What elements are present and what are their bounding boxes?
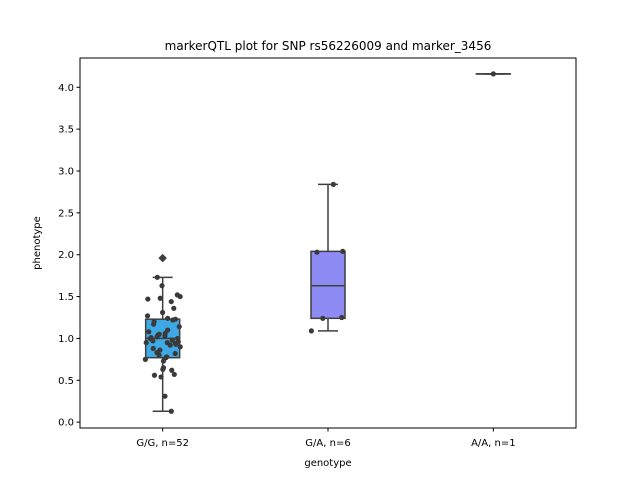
x-tick-label: G/G, n=52	[136, 438, 189, 449]
data-point	[162, 393, 168, 399]
data-point	[151, 372, 158, 378]
y-axis-label: phenotype	[32, 216, 43, 270]
data-point	[151, 319, 157, 325]
strip-group	[142, 274, 183, 414]
data-point	[144, 313, 151, 319]
outlier-point	[158, 253, 168, 263]
data-point	[142, 356, 148, 362]
data-point	[158, 374, 164, 380]
data-point	[340, 248, 346, 254]
x-axis: G/G, n=52 G/A, n=6 A/A, n=1	[136, 428, 516, 449]
data-point	[157, 347, 163, 353]
data-point	[308, 328, 314, 334]
data-point	[172, 350, 178, 357]
data-point	[165, 315, 171, 321]
data-point	[159, 283, 165, 289]
data-point	[174, 292, 180, 298]
data-point	[165, 327, 171, 333]
data-point	[171, 371, 177, 378]
y-tick-label: 2.5	[58, 208, 74, 219]
data-point	[169, 367, 175, 373]
data-point	[148, 334, 154, 341]
strip-group	[490, 71, 496, 77]
data-point	[168, 408, 174, 414]
y-tick-label: 0.0	[58, 418, 74, 429]
data-point	[171, 305, 177, 311]
box-group	[310, 183, 346, 332]
y-tick-label: 1.5	[58, 292, 74, 303]
data-point	[490, 71, 496, 77]
data-point	[160, 365, 167, 371]
box-iqr	[310, 250, 346, 320]
data-point	[330, 181, 336, 188]
data-point	[314, 249, 320, 255]
data-point	[177, 344, 183, 350]
data-point	[174, 335, 181, 342]
data-point	[143, 340, 149, 346]
data-point	[339, 314, 345, 321]
data-point	[164, 354, 170, 360]
data-point	[320, 315, 326, 321]
chart-title: markerQTL plot for SNP rs56226009 and ma…	[165, 39, 492, 53]
x-tick-label: A/A, n=1	[471, 438, 516, 449]
strip-group	[308, 181, 346, 334]
y-tick-label: 4.0	[58, 83, 74, 94]
x-tick-label: G/A, n=6	[305, 438, 350, 449]
data-point	[146, 329, 152, 335]
data-point	[169, 337, 175, 343]
y-tick-label: 2.0	[58, 250, 74, 261]
data-point	[157, 295, 163, 301]
data-point	[159, 309, 166, 316]
data-point	[156, 331, 162, 337]
data-point	[176, 324, 182, 330]
x-axis-label: genotype	[304, 458, 351, 469]
data-point	[154, 274, 160, 280]
data-point	[164, 340, 170, 346]
y-tick-label: 3.0	[58, 167, 74, 178]
y-axis: 0.0 0.5 1.0 1.5 2.0 2.5 3.0 3.5 4.0	[58, 83, 80, 429]
plot-area	[142, 71, 512, 414]
data-point	[145, 296, 151, 302]
data-point	[172, 316, 179, 322]
y-tick-label: 0.5	[58, 376, 74, 387]
data-point	[150, 345, 156, 352]
y-tick-label: 3.5	[58, 125, 74, 136]
data-point	[168, 298, 174, 305]
y-tick-label: 1.0	[58, 334, 74, 345]
